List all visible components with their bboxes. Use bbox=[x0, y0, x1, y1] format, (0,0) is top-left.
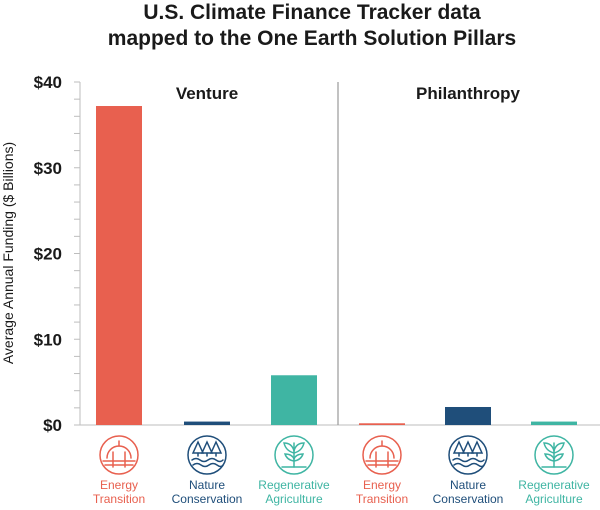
axes: $0 $10 $20 $30 $40 Venture Philanthropy bbox=[34, 73, 600, 435]
bars bbox=[96, 106, 577, 425]
category-label-nature: Nature bbox=[450, 478, 486, 492]
category-label-energy: Energy bbox=[363, 478, 401, 492]
y-tick-label: $40 bbox=[34, 73, 62, 92]
category-label-energy: Transition bbox=[93, 492, 145, 506]
bar-venture-energy bbox=[96, 106, 142, 425]
panel-title: Philanthropy bbox=[416, 84, 520, 103]
category-labels: EnergyTransitionNatureConservationRegene… bbox=[93, 435, 590, 506]
bar-philanthropy-nature bbox=[445, 406, 491, 425]
bar-venture-regen bbox=[271, 375, 317, 425]
category-label-energy: Transition bbox=[356, 492, 408, 506]
regenerative-agriculture-icon bbox=[534, 435, 574, 475]
energy-transition-icon bbox=[362, 435, 402, 475]
category-label-regen: Regenerative bbox=[258, 478, 330, 492]
category-label-energy: Energy bbox=[100, 478, 138, 492]
y-axis-label: Average Annual Funding ($ Billions) bbox=[0, 142, 16, 364]
y-tick-label: $30 bbox=[34, 159, 62, 178]
chart-title-line-1: U.S. Climate Finance Tracker data bbox=[143, 1, 481, 24]
category-label-nature: Nature bbox=[189, 478, 225, 492]
energy-transition-icon bbox=[99, 435, 139, 475]
regenerative-agriculture-icon bbox=[274, 435, 314, 475]
y-tick-label: $10 bbox=[34, 330, 62, 349]
category-label-regen: Agriculture bbox=[525, 492, 583, 506]
category-label-regen: Agriculture bbox=[265, 492, 323, 506]
bar-philanthropy-regen bbox=[531, 421, 577, 425]
y-tick-label: $20 bbox=[34, 245, 62, 264]
nature-conservation-icon bbox=[448, 435, 488, 475]
panel-title: Venture bbox=[176, 84, 238, 103]
bar-philanthropy-energy bbox=[359, 423, 405, 425]
category-label-regen: Regenerative bbox=[518, 478, 590, 492]
nature-conservation-icon bbox=[187, 435, 227, 475]
chart-title-line-2: mapped to the One Earth Solution Pillars bbox=[108, 27, 516, 50]
category-label-nature: Conservation bbox=[172, 492, 243, 506]
y-tick-label: $0 bbox=[43, 416, 62, 435]
category-label-nature: Conservation bbox=[433, 492, 504, 506]
bar-venture-nature bbox=[184, 421, 230, 425]
